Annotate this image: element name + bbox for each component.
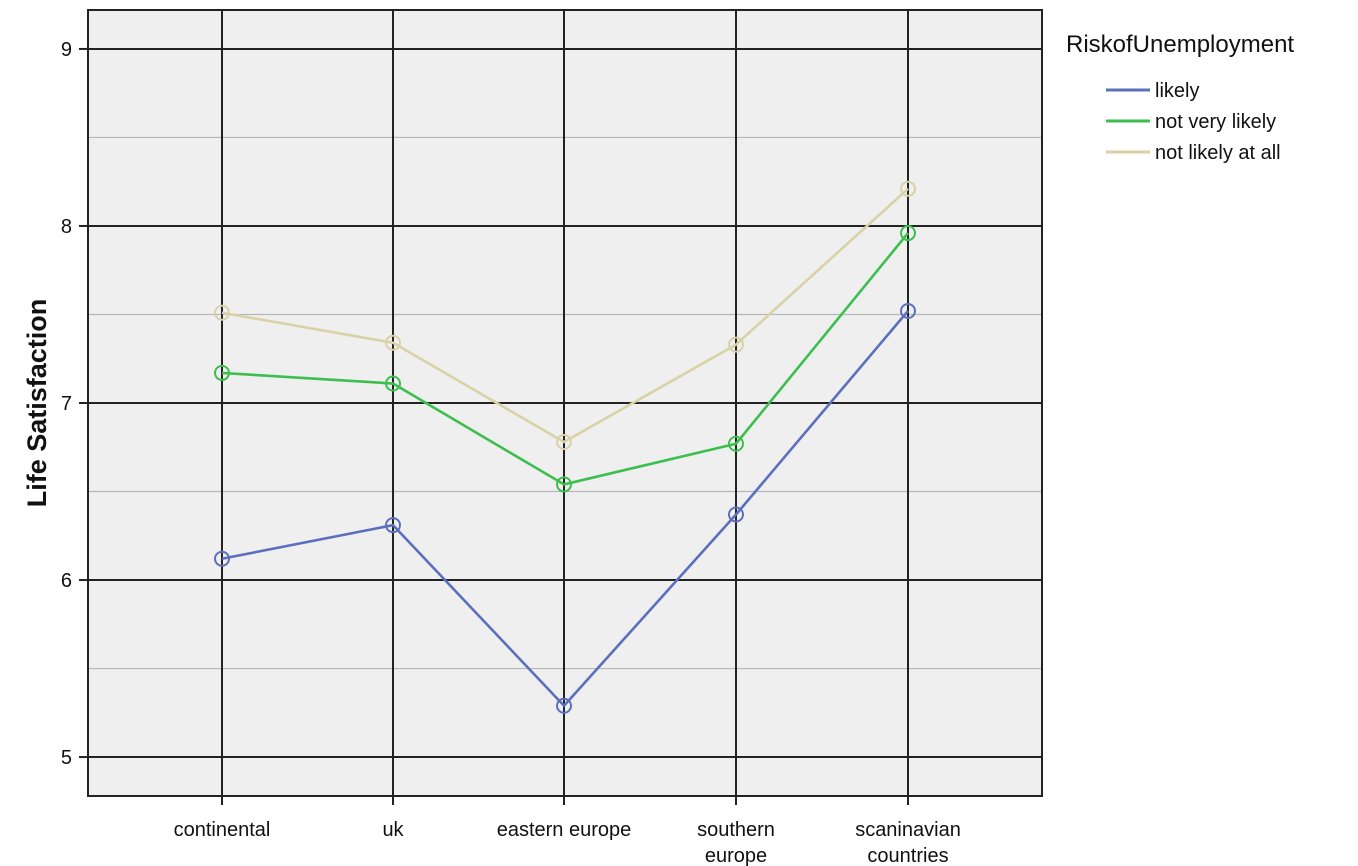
data-point xyxy=(556,697,572,714)
data-point xyxy=(900,225,916,242)
series-line-not-very-likely xyxy=(221,232,910,486)
data-point xyxy=(214,304,230,321)
x-tick-label: eastern europe xyxy=(497,819,632,841)
legend-label: not very likely xyxy=(1155,111,1276,133)
data-point xyxy=(385,334,401,351)
y-tick-label: 5 xyxy=(61,747,72,769)
y-tick-label: 6 xyxy=(61,570,72,592)
data-point xyxy=(728,435,744,452)
major-gridlines xyxy=(88,10,1042,796)
data-point xyxy=(385,375,401,392)
legend-title: RiskofUnemployment xyxy=(1066,31,1294,58)
y-tick-label: 7 xyxy=(61,393,72,415)
x-axis: continental uk eastern europe southern europ… xyxy=(174,796,961,866)
data-point xyxy=(385,517,401,534)
legend: RiskofUnemployment likely not very likely… xyxy=(1066,31,1294,164)
y-axis: 5 6 7 8 9 xyxy=(61,39,88,769)
x-tick-label: southern europe xyxy=(697,819,775,866)
legend-label: not likely at all xyxy=(1155,142,1281,164)
data-point xyxy=(900,302,916,319)
series-layer xyxy=(214,180,916,714)
y-tick-label: 8 xyxy=(61,216,72,238)
data-point xyxy=(214,364,230,381)
x-tick-label: uk xyxy=(382,819,404,841)
series-line-likely xyxy=(221,310,909,708)
data-point xyxy=(900,180,916,197)
x-tick-label: scaninavian countries xyxy=(855,819,961,866)
data-point xyxy=(728,506,744,523)
data-point xyxy=(728,336,744,353)
data-point xyxy=(556,433,572,450)
y-tick-label: 9 xyxy=(61,39,72,61)
legend-label: likely xyxy=(1155,80,1199,102)
data-point xyxy=(556,476,572,493)
x-tick-label: continental xyxy=(174,819,271,841)
data-point xyxy=(214,550,230,567)
y-axis-title: Life Satisfaction xyxy=(22,299,52,508)
series-line-not-likely-at-all xyxy=(221,187,909,444)
